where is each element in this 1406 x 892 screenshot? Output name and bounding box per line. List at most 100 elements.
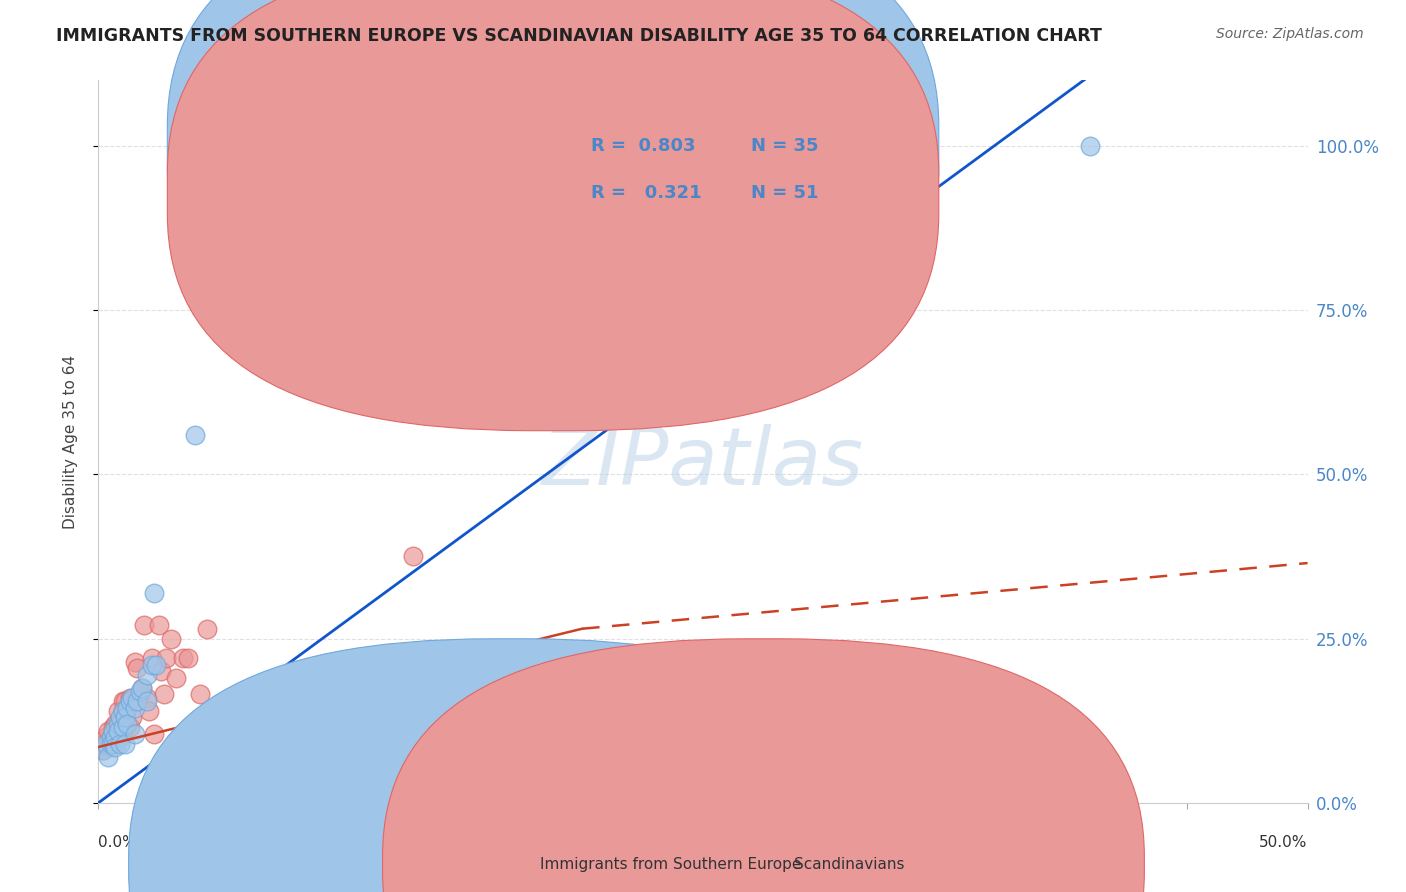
Point: [111, 704, 134, 718]
Point: [108, 730, 131, 744]
Text: Source: ZipAtlas.com: Source: ZipAtlas.com: [1216, 27, 1364, 41]
Point: [91, 743, 114, 757]
Point: [100, 730, 122, 744]
Point: [117, 700, 139, 714]
Point: [150, 665, 173, 679]
Point: [138, 704, 160, 718]
Point: [100, 737, 122, 751]
Point: [148, 618, 170, 632]
Point: [91, 737, 114, 751]
Point: [127, 661, 149, 675]
Point: [117, 717, 139, 731]
Text: 0.0%: 0.0%: [98, 835, 138, 850]
Point: [100, 737, 122, 751]
Point: [208, 717, 231, 731]
Point: [134, 618, 156, 632]
Point: [104, 720, 127, 734]
Point: [165, 671, 187, 685]
Point: [118, 694, 141, 708]
Point: [143, 727, 166, 741]
Point: [108, 717, 131, 731]
Point: [184, 428, 207, 442]
Point: [94, 730, 117, 744]
Point: [107, 727, 129, 741]
Point: [118, 720, 141, 734]
FancyBboxPatch shape: [382, 639, 1144, 892]
Point: [100, 730, 122, 744]
Point: [114, 710, 136, 724]
Point: [152, 687, 174, 701]
Point: [131, 681, 153, 695]
Point: [121, 690, 143, 705]
Point: [135, 690, 157, 705]
Text: IMMIGRANTS FROM SOUTHERN EUROPE VS SCANDINAVIAN DISABILITY AGE 35 TO 64 CORRELAT: IMMIGRANTS FROM SOUTHERN EUROPE VS SCAND…: [56, 27, 1102, 45]
Point: [111, 723, 134, 738]
Point: [143, 585, 166, 599]
Point: [188, 687, 211, 701]
Point: [104, 730, 127, 744]
Point: [1078, 139, 1101, 153]
Point: [111, 720, 134, 734]
Point: [91, 743, 114, 757]
Point: [195, 622, 218, 636]
Point: [184, 739, 207, 754]
Point: [108, 710, 131, 724]
Point: [90, 739, 112, 754]
Point: [114, 707, 136, 722]
Point: [104, 717, 127, 731]
Point: [177, 651, 200, 665]
Point: [101, 723, 124, 738]
Text: Scandinavians: Scandinavians: [793, 856, 904, 871]
Point: [114, 694, 136, 708]
FancyBboxPatch shape: [167, 0, 939, 431]
Point: [127, 694, 149, 708]
Point: [94, 737, 117, 751]
Point: [135, 667, 157, 681]
Point: [141, 651, 163, 665]
Point: [124, 700, 146, 714]
Point: [97, 739, 120, 754]
FancyBboxPatch shape: [167, 0, 939, 384]
Point: [97, 749, 120, 764]
Point: [128, 687, 150, 701]
Point: [150, 776, 173, 790]
Point: [124, 727, 146, 741]
Point: [101, 720, 124, 734]
Text: Immigrants from Southern Europe: Immigrants from Southern Europe: [540, 856, 801, 871]
Point: [118, 690, 141, 705]
Point: [117, 717, 139, 731]
Point: [111, 704, 134, 718]
FancyBboxPatch shape: [516, 109, 890, 221]
Point: [172, 651, 194, 665]
Text: 50.0%: 50.0%: [1260, 835, 1308, 850]
Point: [498, 743, 520, 757]
Text: N = 51: N = 51: [751, 184, 818, 202]
Point: [107, 723, 129, 738]
FancyBboxPatch shape: [129, 639, 890, 892]
Point: [107, 717, 129, 731]
Point: [128, 684, 150, 698]
Text: R =  0.803: R = 0.803: [591, 137, 695, 155]
Point: [108, 737, 131, 751]
Point: [155, 651, 177, 665]
Point: [124, 655, 146, 669]
Point: [114, 737, 136, 751]
Point: [148, 763, 170, 777]
Point: [104, 739, 127, 754]
Point: [141, 657, 163, 672]
Point: [117, 700, 139, 714]
Text: R =   0.321: R = 0.321: [591, 184, 702, 202]
Point: [94, 737, 117, 751]
Point: [644, 401, 666, 416]
Point: [160, 632, 183, 646]
Text: ZIPatlas: ZIPatlas: [541, 425, 865, 502]
Point: [135, 694, 157, 708]
Point: [107, 704, 129, 718]
Point: [111, 694, 134, 708]
Y-axis label: Disability Age 35 to 64: Disability Age 35 to 64: [63, 354, 77, 529]
Point: [131, 681, 153, 695]
Point: [97, 723, 120, 738]
Point: [145, 657, 167, 672]
Point: [402, 549, 425, 564]
Text: N = 35: N = 35: [751, 137, 818, 155]
